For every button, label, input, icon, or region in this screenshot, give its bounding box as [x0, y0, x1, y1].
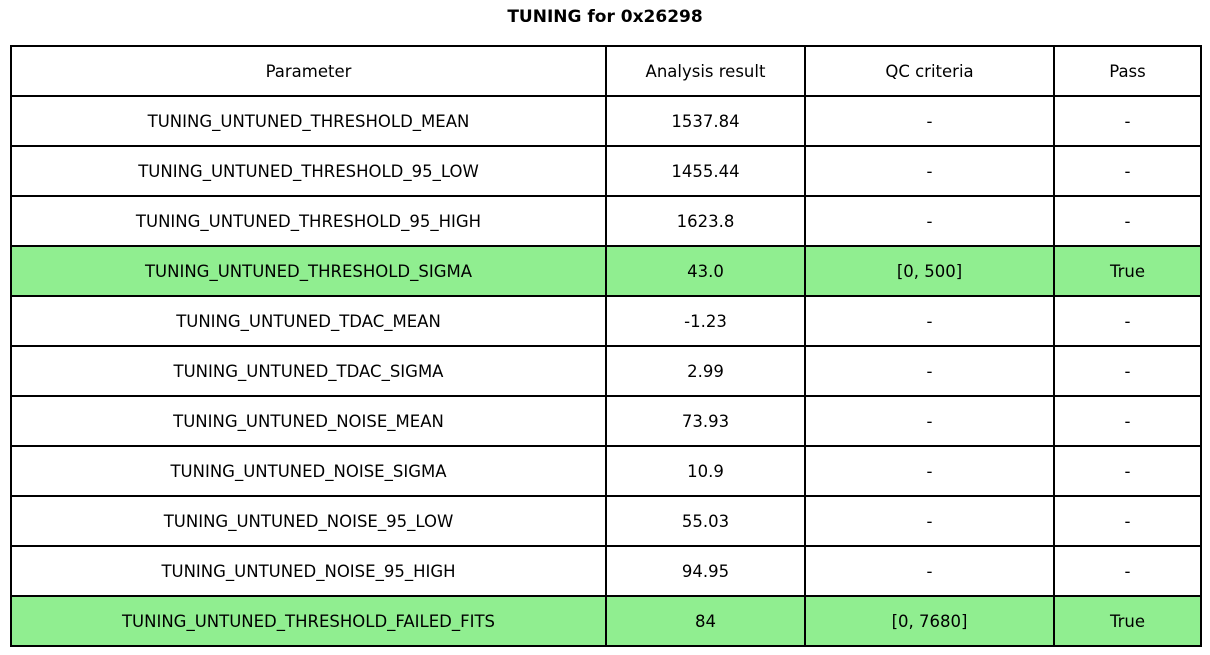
- parameter-cell: TUNING_UNTUNED_THRESHOLD_FAILED_FITS: [10, 595, 607, 647]
- table-body: TUNING_UNTUNED_THRESHOLD_MEAN 1537.84 - …: [10, 95, 1202, 647]
- pass-cell: -: [1053, 395, 1202, 447]
- analysis-result-cell: -1.23: [605, 295, 806, 347]
- table-row: TUNING_UNTUNED_THRESHOLD_95_HIGH 1623.8 …: [10, 195, 1202, 247]
- parameter-cell: TUNING_UNTUNED_TDAC_MEAN: [10, 295, 607, 347]
- analysis-result-cell: 73.93: [605, 395, 806, 447]
- analysis-result-cell: 43.0: [605, 245, 806, 297]
- qc-criteria-cell: -: [804, 395, 1055, 447]
- table-row: TUNING_UNTUNED_NOISE_MEAN 73.93 - -: [10, 395, 1202, 447]
- table-row: TUNING_UNTUNED_THRESHOLD_MEAN 1537.84 - …: [10, 95, 1202, 147]
- analysis-result-cell: 1623.8: [605, 195, 806, 247]
- pass-cell: -: [1053, 445, 1202, 497]
- parameter-cell: TUNING_UNTUNED_THRESHOLD_MEAN: [10, 95, 607, 147]
- analysis-result-cell: 84: [605, 595, 806, 647]
- pass-cell: -: [1053, 545, 1202, 597]
- column-header-analysis-result: Analysis result: [605, 45, 806, 97]
- qc-results-table: Parameter Analysis result QC criteria Pa…: [10, 45, 1202, 647]
- table-row: TUNING_UNTUNED_THRESHOLD_SIGMA 43.0 [0, …: [10, 245, 1202, 297]
- pass-cell: -: [1053, 295, 1202, 347]
- qc-criteria-cell: -: [804, 345, 1055, 397]
- parameter-cell: TUNING_UNTUNED_THRESHOLD_SIGMA: [10, 245, 607, 297]
- parameter-cell: TUNING_UNTUNED_THRESHOLD_95_HIGH: [10, 195, 607, 247]
- pass-cell: -: [1053, 345, 1202, 397]
- analysis-result-cell: 2.99: [605, 345, 806, 397]
- qc-criteria-cell: -: [804, 545, 1055, 597]
- qc-criteria-cell: [0, 7680]: [804, 595, 1055, 647]
- qc-criteria-cell: -: [804, 495, 1055, 547]
- qc-criteria-cell: -: [804, 445, 1055, 497]
- column-header-parameter: Parameter: [10, 45, 607, 97]
- analysis-result-cell: 55.03: [605, 495, 806, 547]
- qc-criteria-cell: -: [804, 295, 1055, 347]
- parameter-cell: TUNING_UNTUNED_NOISE_95_LOW: [10, 495, 607, 547]
- parameter-cell: TUNING_UNTUNED_NOISE_MEAN: [10, 395, 607, 447]
- table-row: TUNING_UNTUNED_NOISE_95_HIGH 94.95 - -: [10, 545, 1202, 597]
- table-row: TUNING_UNTUNED_THRESHOLD_95_LOW 1455.44 …: [10, 145, 1202, 197]
- pass-cell: True: [1053, 595, 1202, 647]
- parameter-cell: TUNING_UNTUNED_NOISE_95_HIGH: [10, 545, 607, 597]
- analysis-result-cell: 1537.84: [605, 95, 806, 147]
- qc-criteria-cell: -: [804, 95, 1055, 147]
- analysis-result-cell: 10.9: [605, 445, 806, 497]
- pass-cell: True: [1053, 245, 1202, 297]
- table-header-row: Parameter Analysis result QC criteria Pa…: [10, 45, 1202, 97]
- column-header-pass: Pass: [1053, 45, 1202, 97]
- pass-cell: -: [1053, 145, 1202, 197]
- pass-cell: -: [1053, 95, 1202, 147]
- table-row: TUNING_UNTUNED_TDAC_MEAN -1.23 - -: [10, 295, 1202, 347]
- pass-cell: -: [1053, 495, 1202, 547]
- qc-criteria-cell: -: [804, 195, 1055, 247]
- parameter-cell: TUNING_UNTUNED_THRESHOLD_95_LOW: [10, 145, 607, 197]
- parameter-cell: TUNING_UNTUNED_TDAC_SIGMA: [10, 345, 607, 397]
- page-title: TUNING for 0x26298: [507, 7, 703, 27]
- pass-cell: -: [1053, 195, 1202, 247]
- qc-criteria-cell: -: [804, 145, 1055, 197]
- table-row: TUNING_UNTUNED_NOISE_95_LOW 55.03 - -: [10, 495, 1202, 547]
- table-row: TUNING_UNTUNED_THRESHOLD_FAILED_FITS 84 …: [10, 595, 1202, 647]
- table-row: TUNING_UNTUNED_TDAC_SIGMA 2.99 - -: [10, 345, 1202, 397]
- table-row: TUNING_UNTUNED_NOISE_SIGMA 10.9 - -: [10, 445, 1202, 497]
- qc-criteria-cell: [0, 500]: [804, 245, 1055, 297]
- analysis-result-cell: 94.95: [605, 545, 806, 597]
- column-header-qc-criteria: QC criteria: [804, 45, 1055, 97]
- analysis-result-cell: 1455.44: [605, 145, 806, 197]
- parameter-cell: TUNING_UNTUNED_NOISE_SIGMA: [10, 445, 607, 497]
